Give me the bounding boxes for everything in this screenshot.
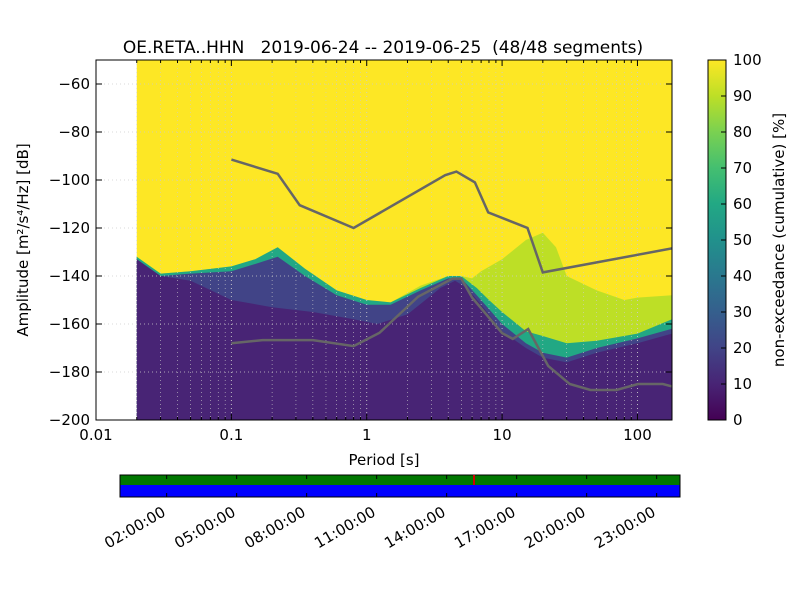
x-axis-label: Period [s] (348, 451, 419, 469)
colorbar-tick-label: 70 (733, 159, 752, 177)
colorbar-tick-label: 30 (733, 303, 752, 321)
colorbar-tick-label: 80 (733, 123, 752, 141)
x-tick-label: 100 (623, 426, 652, 444)
y-tick-label: −100 (49, 171, 90, 189)
y-tick-label: −200 (49, 411, 90, 429)
model-curve-nhnm (231, 158, 672, 274)
colorbar-label: non-exceedance (cumulative) [%] (770, 113, 788, 367)
y-tick-label: −60 (58, 75, 90, 93)
noise-model-curves (231, 158, 672, 392)
colorbar-tick-label: 20 (733, 339, 752, 357)
x-tick-label: 0.01 (79, 426, 112, 444)
y-axis-label: Amplitude [m²/s⁴/Hz] [dB] (14, 143, 32, 336)
coverage-bar-frame (119, 474, 681, 498)
colorbar-tick-label: 0 (733, 411, 743, 429)
time-tick-label: 02:00:00 (101, 503, 168, 552)
y-tick-label: −140 (49, 267, 90, 285)
axes-frame (95, 59, 673, 421)
band-10 (136, 259, 672, 420)
colorbar-tick-label: 90 (733, 87, 752, 105)
time-tick-label: 08:00:00 (241, 503, 308, 552)
time-tick-label: 11:00:00 (311, 503, 378, 552)
x-axis-ticks: 0.01 0.1 1 10 100 (79, 60, 652, 444)
chart-title: OE.RETA..HHN 2019-06-24 -- 2019-06-25 (4… (123, 38, 643, 58)
x-tick-label: 0.1 (219, 426, 243, 444)
time-tick-label: 05:00:00 (171, 503, 238, 552)
coverage-bar-blue (120, 485, 680, 497)
y-tick-label: −80 (58, 123, 90, 141)
y-tick-label: −120 (49, 219, 90, 237)
colorbar-ticks: 0 10 20 30 40 50 60 70 80 90 100 (721, 51, 762, 429)
psd-density-bands (136, 60, 672, 420)
coverage-bar-green (120, 475, 680, 485)
time-tick-label: 14:00:00 (381, 503, 448, 552)
time-tick-label: 17:00:00 (451, 503, 518, 552)
colorbar-tick-label: 50 (733, 231, 752, 249)
x-tick-label: 10 (493, 426, 512, 444)
x-tick-label: 1 (362, 426, 372, 444)
colorbar-tick-label: 10 (733, 375, 752, 393)
colorbar-tick-label: 100 (733, 51, 762, 69)
colorbar-tick-label: 60 (733, 195, 752, 213)
plot-area (96, 60, 672, 420)
grid-lines (96, 60, 672, 420)
time-tick-label: 20:00:00 (521, 503, 588, 552)
time-tick-label: 23:00:00 (591, 503, 658, 552)
y-axis-ticks: −60 −80 −100 −120 −140 −160 −180 −200 (49, 75, 672, 429)
colorbar-tick-label: 40 (733, 267, 752, 285)
model-curve-nlnm (231, 277, 672, 392)
y-tick-label: −160 (49, 315, 90, 333)
y-tick-label: −180 (49, 363, 90, 381)
